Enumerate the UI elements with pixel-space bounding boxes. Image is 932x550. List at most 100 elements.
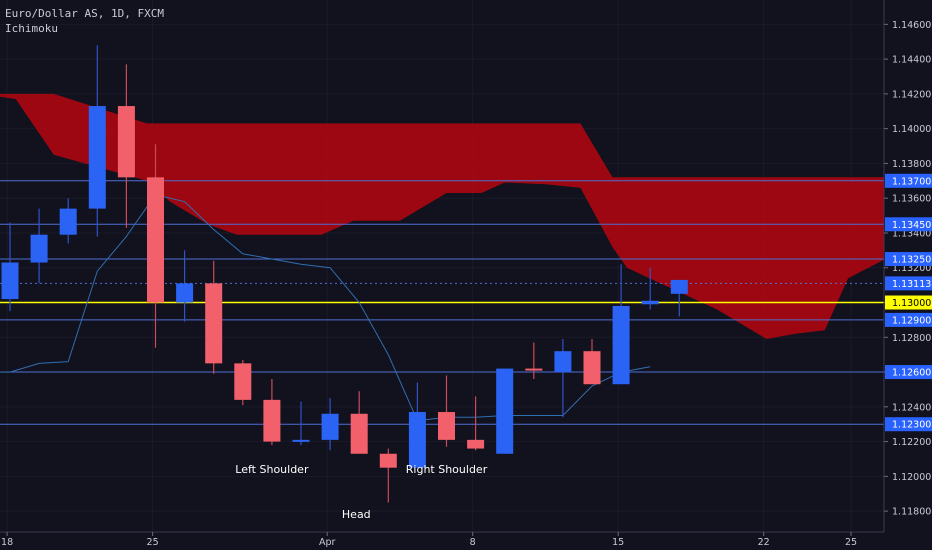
- price-tick-label: 1.13600: [892, 194, 931, 205]
- bearish-candle[interactable]: [525, 342, 543, 380]
- kijun-line: [0, 194, 651, 422]
- price-label-bg: [885, 312, 932, 327]
- candle-body: [583, 351, 601, 385]
- time-tick-label: 22: [758, 537, 770, 548]
- price-label-text: 1.13113: [892, 279, 931, 290]
- price-label-text: 1.12600: [892, 368, 931, 379]
- bullish-candle[interactable]: [554, 339, 572, 418]
- candle-body: [554, 351, 572, 373]
- price-tick-label: 1.12800: [892, 333, 931, 344]
- price-label-text: 1.13250: [892, 255, 931, 266]
- bullish-candle[interactable]: [1, 222, 19, 312]
- ichimoku-cloud: [0, 93, 889, 339]
- time-tick-label: 18: [1, 537, 13, 548]
- time-tick-label: 15: [612, 537, 624, 548]
- price-tick-label: 1.11800: [892, 507, 931, 518]
- price-label-text: 1.13000: [892, 298, 931, 309]
- price-tick-label: 1.14000: [892, 124, 931, 135]
- bullish-candle[interactable]: [408, 382, 426, 468]
- candle-body: [147, 177, 164, 303]
- level-price-label: 1.13113: [885, 276, 932, 291]
- price-label-bg: [885, 295, 932, 310]
- key-level-price-label: 1.13000: [885, 295, 932, 310]
- candle-body: [59, 208, 77, 235]
- price-label-text: 1.12900: [892, 315, 931, 326]
- price-label-bg: [885, 252, 932, 267]
- candle-body: [641, 300, 659, 305]
- candle-body: [1, 262, 19, 300]
- kijun-path: [0, 194, 651, 422]
- price-label-text: 1.13700: [892, 176, 931, 187]
- price-label-bg: [885, 276, 932, 291]
- price-label-bg: [885, 217, 932, 232]
- price-label-bg: [885, 173, 932, 188]
- bullish-candle[interactable]: [88, 45, 106, 237]
- level-price-label: 1.12900: [885, 312, 932, 327]
- bullish-candle[interactable]: [496, 368, 514, 454]
- annotations: Left Shoulder Head Right Shoulder: [235, 463, 487, 521]
- price-tick-label: 1.14400: [892, 55, 931, 66]
- candle-body: [612, 305, 630, 385]
- candle-body: [467, 439, 485, 449]
- bearish-candle[interactable]: [205, 260, 223, 374]
- bearish-candle[interactable]: [350, 391, 368, 454]
- bearish-candle[interactable]: [379, 448, 397, 503]
- bearish-candle[interactable]: [438, 375, 455, 447]
- bearish-candle[interactable]: [234, 359, 252, 406]
- candle-body: [263, 399, 281, 442]
- bullish-candle[interactable]: [321, 398, 339, 451]
- price-label-bg: [885, 417, 932, 432]
- price-tick-label: 1.12200: [892, 437, 931, 448]
- candle-body: [321, 413, 339, 440]
- bullish-candle[interactable]: [59, 198, 77, 244]
- time-tick-label: 8: [470, 537, 476, 548]
- bullish-candle[interactable]: [30, 208, 48, 284]
- candles: [1, 45, 688, 503]
- price-label-bg: [885, 365, 932, 380]
- bearish-candle[interactable]: [583, 339, 601, 385]
- level-price-label: 1.13700: [885, 173, 932, 188]
- price-axis: 1.14600 1.14400 1.14200 1.14000 1.13800 1.136…: [883, 0, 932, 550]
- chart-legend: Euro/Dollar AS, 1D, FXCM Ichimoku: [5, 6, 164, 36]
- candle-body: [176, 283, 194, 303]
- pattern-annotation: Head: [342, 508, 371, 521]
- bearish-candle[interactable]: [147, 144, 164, 348]
- candle-body: [525, 368, 543, 371]
- bullish-candle[interactable]: [292, 401, 310, 446]
- price-label-text: 1.12300: [892, 420, 931, 431]
- cloud-area: [0, 93, 889, 339]
- bullish-candle[interactable]: [176, 250, 194, 322]
- price-tick-label: 1.14200: [892, 89, 931, 100]
- candle-body: [670, 279, 688, 294]
- candle-body: [350, 413, 368, 454]
- price-tick-label: 1.12400: [892, 402, 931, 413]
- bearish-candle[interactable]: [117, 64, 135, 228]
- bearish-candle[interactable]: [467, 396, 485, 451]
- candle-body: [438, 412, 455, 440]
- bullish-candle[interactable]: [670, 279, 688, 317]
- price-tick-label: 1.14600: [892, 20, 931, 31]
- level-price-label: 1.12300: [885, 417, 932, 432]
- bullish-candle[interactable]: [641, 267, 659, 310]
- price-tick-label: 1.12000: [892, 472, 931, 483]
- candle-body: [234, 363, 252, 400]
- time-axis-background: [0, 532, 932, 550]
- price-tick-label: 1.13200: [892, 263, 931, 274]
- candle-body: [292, 439, 310, 442]
- price-axis-background: [884, 0, 932, 550]
- candle-body: [88, 106, 106, 209]
- candle-body: [496, 368, 514, 454]
- candle-body: [379, 453, 397, 468]
- time-tick-label: Apr: [319, 537, 336, 548]
- candle-body: [117, 106, 135, 178]
- pattern-annotation: Left Shoulder: [235, 463, 309, 476]
- bearish-candle[interactable]: [263, 379, 281, 446]
- level-price-label: 1.13450: [885, 217, 932, 232]
- bullish-candle[interactable]: [612, 264, 630, 385]
- candle-body: [205, 283, 223, 364]
- time-tick-label: 25: [845, 537, 857, 548]
- level-price-label: 1.12600: [885, 365, 932, 380]
- price-tick-label: 1.13400: [892, 228, 931, 239]
